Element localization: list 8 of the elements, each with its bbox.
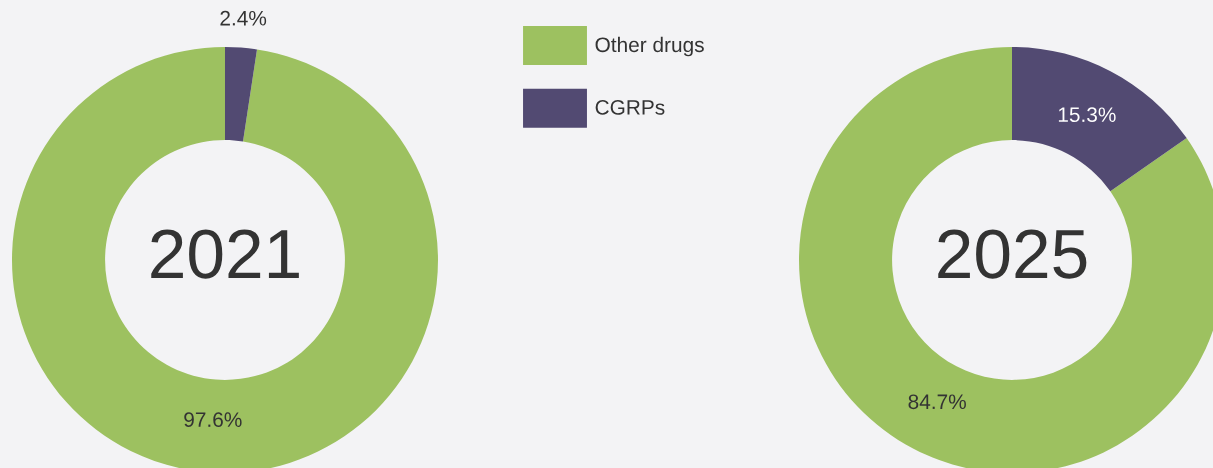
data-label: 97.6% [184,412,242,428]
legend-label: CGRPs [595,100,665,115]
data-label: 2.4% [220,10,267,26]
text: 2021 [151,229,299,279]
text: 2025 [938,229,1087,279]
legend-label: Other drugs [595,36,704,57]
data-label: 15.3% [1058,107,1116,123]
data-label: 84.7% [908,394,966,410]
